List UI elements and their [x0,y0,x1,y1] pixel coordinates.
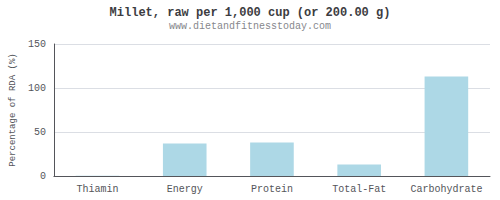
svg-text:Percentage of RDA (%): Percentage of RDA (%) [8,53,18,166]
svg-text:50: 50 [34,127,46,138]
svg-text:100: 100 [28,83,46,94]
svg-text:Carbohydrate: Carbohydrate [410,184,482,195]
svg-text:0: 0 [40,171,46,182]
svg-text:Protein: Protein [251,184,293,195]
svg-text:Energy: Energy [167,184,203,195]
svg-text:150: 150 [28,39,46,50]
svg-text:www.dietandfitnesstoday.com: www.dietandfitnesstoday.com [169,21,331,32]
svg-text:Thiamin: Thiamin [77,184,119,195]
svg-text:Millet, raw per 1,000 cup (or: Millet, raw per 1,000 cup (or 200.00 g) [110,6,391,20]
svg-text:Total-Fat: Total-Fat [332,184,386,195]
